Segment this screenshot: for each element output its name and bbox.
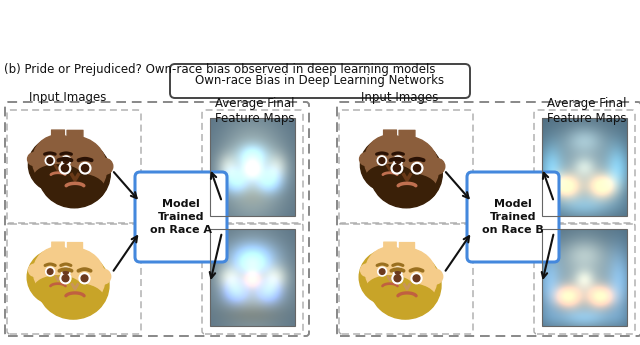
Circle shape xyxy=(33,135,83,186)
Ellipse shape xyxy=(38,139,110,208)
Ellipse shape xyxy=(360,137,419,193)
Circle shape xyxy=(44,137,107,200)
Ellipse shape xyxy=(370,251,441,319)
Circle shape xyxy=(28,153,40,166)
Circle shape xyxy=(411,273,422,284)
Text: (b) Pride or Prejudiced? Own-race bias observed in deep learning models: (b) Pride or Prejudiced? Own-race bias o… xyxy=(4,63,435,76)
Circle shape xyxy=(96,269,111,284)
Ellipse shape xyxy=(378,174,436,204)
Bar xyxy=(210,229,295,326)
Ellipse shape xyxy=(378,283,436,314)
Circle shape xyxy=(360,153,372,166)
Bar xyxy=(542,229,627,326)
FancyBboxPatch shape xyxy=(384,242,396,252)
Circle shape xyxy=(394,275,401,282)
Ellipse shape xyxy=(38,251,109,319)
Text: Own-race Bias in Deep Learning Networks: Own-race Bias in Deep Learning Networks xyxy=(195,74,445,87)
Circle shape xyxy=(380,269,385,274)
Circle shape xyxy=(365,135,415,186)
Circle shape xyxy=(379,158,385,164)
Circle shape xyxy=(45,248,105,308)
FancyBboxPatch shape xyxy=(52,242,64,252)
Circle shape xyxy=(413,165,420,172)
Circle shape xyxy=(413,275,420,282)
Circle shape xyxy=(39,269,54,284)
Circle shape xyxy=(396,158,401,164)
FancyBboxPatch shape xyxy=(170,64,470,98)
Circle shape xyxy=(395,269,401,274)
Circle shape xyxy=(63,269,68,274)
FancyBboxPatch shape xyxy=(467,172,559,262)
Circle shape xyxy=(97,158,113,174)
FancyBboxPatch shape xyxy=(52,130,65,140)
FancyBboxPatch shape xyxy=(383,130,396,140)
Text: Average Final
Feature Maps: Average Final Feature Maps xyxy=(215,97,295,125)
Circle shape xyxy=(81,275,88,282)
Circle shape xyxy=(79,273,90,284)
Ellipse shape xyxy=(366,276,414,301)
Circle shape xyxy=(371,269,387,284)
Text: Average Final
Feature Maps: Average Final Feature Maps xyxy=(547,97,627,125)
Circle shape xyxy=(394,156,403,165)
Text: Model
Trained
on Race B: Model Trained on Race B xyxy=(482,199,544,235)
FancyBboxPatch shape xyxy=(135,172,227,262)
Ellipse shape xyxy=(34,165,82,189)
Circle shape xyxy=(365,247,415,296)
Circle shape xyxy=(61,156,71,165)
Circle shape xyxy=(375,137,438,200)
FancyBboxPatch shape xyxy=(67,130,83,143)
Circle shape xyxy=(45,156,54,165)
Text: Input Images: Input Images xyxy=(29,91,107,104)
Circle shape xyxy=(45,267,54,276)
FancyBboxPatch shape xyxy=(399,130,415,143)
Circle shape xyxy=(428,269,443,284)
Circle shape xyxy=(47,269,53,274)
Circle shape xyxy=(60,273,71,284)
Ellipse shape xyxy=(27,249,86,305)
Ellipse shape xyxy=(46,283,104,314)
Circle shape xyxy=(81,165,89,172)
Circle shape xyxy=(392,273,403,284)
Ellipse shape xyxy=(366,165,414,189)
Text: Input Images: Input Images xyxy=(362,91,438,104)
Circle shape xyxy=(75,264,88,276)
Circle shape xyxy=(369,158,385,174)
Ellipse shape xyxy=(28,137,86,193)
Circle shape xyxy=(408,153,420,166)
Ellipse shape xyxy=(371,139,442,208)
Circle shape xyxy=(377,248,437,308)
Circle shape xyxy=(47,158,52,164)
Bar xyxy=(542,118,627,216)
Circle shape xyxy=(62,275,69,282)
Circle shape xyxy=(407,264,419,276)
Circle shape xyxy=(391,162,403,174)
Circle shape xyxy=(76,153,88,166)
Circle shape xyxy=(33,247,83,296)
Ellipse shape xyxy=(34,276,82,301)
Circle shape xyxy=(59,162,70,174)
Text: Model
Trained
on Race A: Model Trained on Race A xyxy=(150,199,212,235)
Circle shape xyxy=(378,267,387,276)
Circle shape xyxy=(412,162,423,174)
Circle shape xyxy=(61,267,70,276)
Bar xyxy=(210,118,295,216)
Circle shape xyxy=(37,158,53,174)
Circle shape xyxy=(394,165,401,172)
Ellipse shape xyxy=(359,249,418,305)
FancyBboxPatch shape xyxy=(67,243,83,255)
Circle shape xyxy=(29,264,41,276)
Circle shape xyxy=(63,158,69,164)
Ellipse shape xyxy=(45,174,105,204)
Circle shape xyxy=(360,264,373,276)
Circle shape xyxy=(79,162,91,174)
Circle shape xyxy=(61,165,68,172)
Circle shape xyxy=(429,158,445,174)
Circle shape xyxy=(377,156,387,165)
FancyBboxPatch shape xyxy=(399,243,415,255)
Circle shape xyxy=(394,267,403,276)
